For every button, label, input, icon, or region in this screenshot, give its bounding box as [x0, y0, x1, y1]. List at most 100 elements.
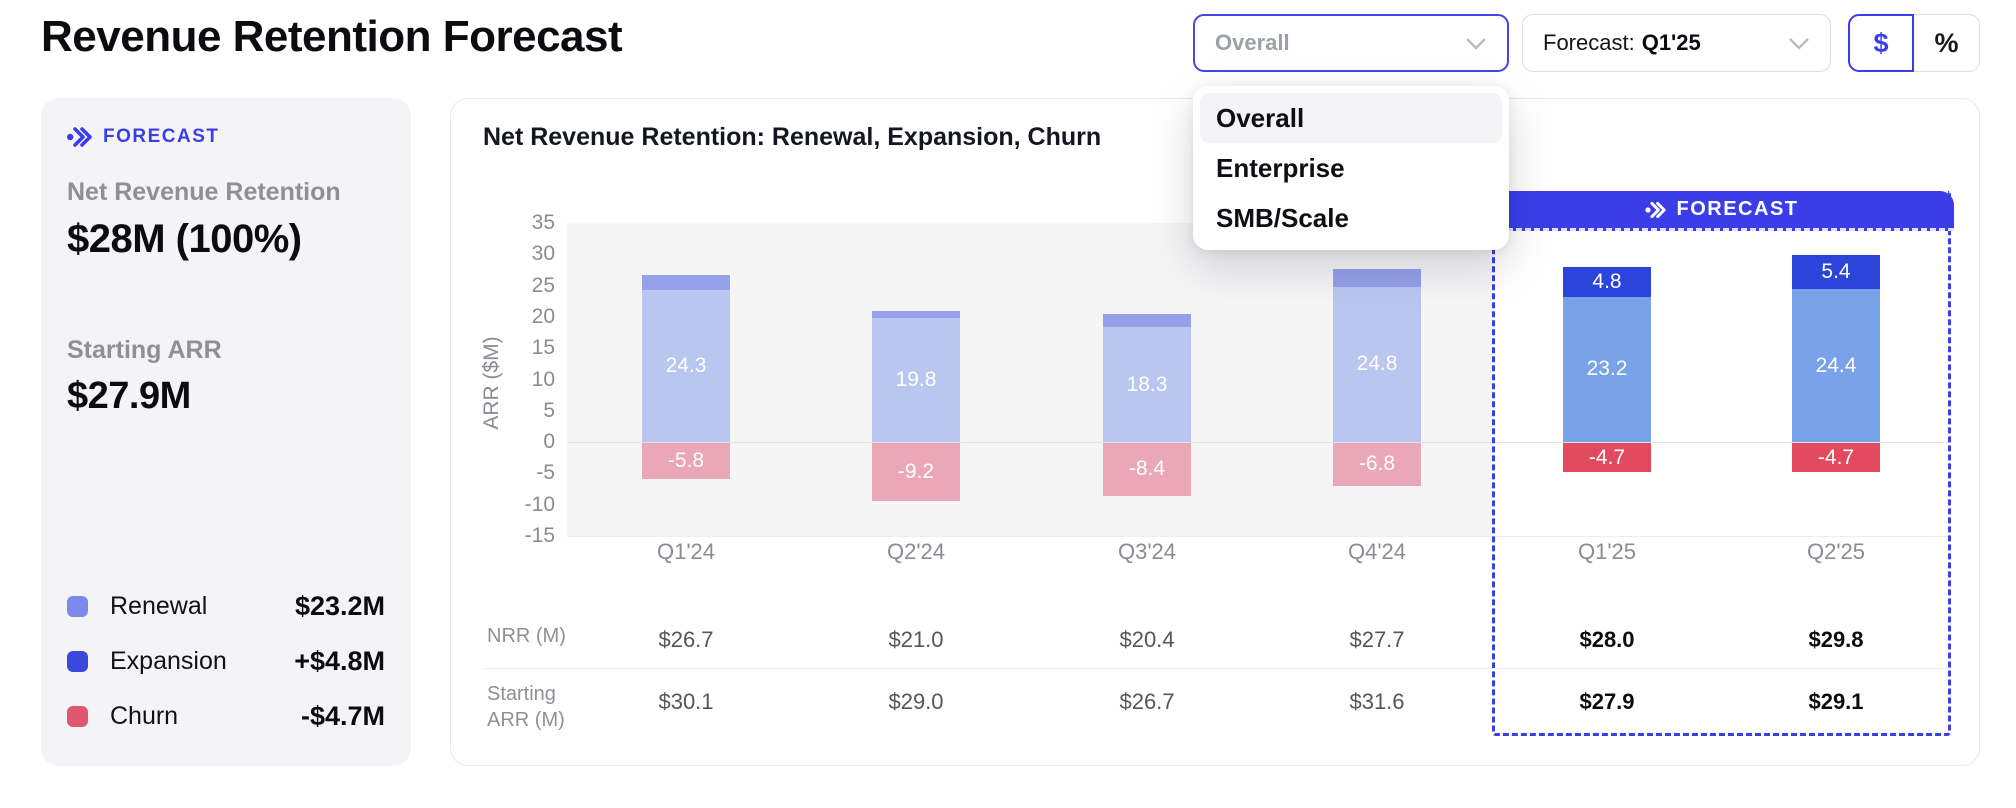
nrr-label: Net Revenue Retention	[67, 178, 341, 206]
table-cell: $29.1	[1808, 689, 1864, 714]
zero-gridline	[567, 442, 1951, 443]
renewal-swatch-icon	[67, 596, 88, 617]
x-tick-label: Q3'24	[1117, 539, 1177, 564]
bar-segment-expansion	[1103, 314, 1191, 328]
forecast-select[interactable]: Forecast: Q1'25	[1522, 14, 1831, 72]
table-cell: $29.0	[888, 689, 944, 714]
bar-segment-expansion	[1333, 268, 1421, 287]
y-tick-label: 10	[531, 367, 555, 391]
y-axis-title: ARR ($M)	[480, 336, 503, 430]
bar-label-churn: -9.2	[897, 459, 935, 483]
forecast-summary-card: FORECAST Net Revenue Retention $28M (100…	[41, 98, 411, 766]
forecast-arrows-icon	[1644, 201, 1666, 218]
forecast-badge-label: FORECAST	[103, 126, 220, 147]
legend-value: $23.2M	[294, 591, 385, 621]
table-row-label: Starting ARR (M)	[487, 683, 565, 731]
bar-segment-expansion	[1563, 266, 1651, 297]
menu-item-enterprise[interactable]: Enterprise	[1216, 152, 1345, 183]
table-row-divider	[483, 668, 1951, 669]
axis-bottom-line	[567, 536, 1951, 537]
menu-item-overall[interactable]: Overall	[1200, 93, 1502, 143]
bar-segment-renewal	[642, 289, 730, 442]
legend-item-churn: Churn -$4.7M	[67, 701, 385, 732]
x-tick-label: Q1'25	[1577, 539, 1637, 564]
chevron-down-icon	[1789, 37, 1809, 50]
table-cell: $27.9	[1579, 689, 1635, 714]
forecast-select-label: Forecast:	[1543, 30, 1635, 55]
chart-legend: Renewal $23.2M Expansion +$4.8M Churn -$4.7M	[67, 591, 385, 732]
bar-segment-churn	[872, 443, 960, 501]
segment-select-menu: Overall Enterprise SMB/Scale	[1193, 86, 1509, 250]
table-cell: $26.7	[658, 627, 714, 652]
y-tick-label: -10	[524, 492, 555, 516]
bar-label-renewal: 24.3	[665, 353, 707, 377]
expansion-swatch-icon	[67, 651, 88, 672]
chevron-down-icon	[1466, 37, 1486, 50]
bar-label-renewal: 23.2	[1586, 357, 1628, 381]
bar-segment-renewal	[872, 318, 960, 442]
y-tick-label: 35	[531, 211, 555, 234]
bar-segment-renewal	[1103, 327, 1191, 442]
table-cell: $30.1	[658, 689, 714, 714]
bar-label-renewal: 24.4	[1815, 353, 1857, 377]
y-tick-label: 0	[543, 430, 555, 454]
table-cell: $20.4	[1119, 627, 1175, 652]
table-cell: $26.7	[1119, 689, 1175, 714]
bar-segment-expansion	[872, 310, 960, 319]
menu-item-smb-scale[interactable]: SMB/Scale	[1216, 202, 1349, 233]
bar-segment-churn	[1103, 443, 1191, 496]
bar-segment-renewal	[1792, 289, 1880, 442]
table-row-label: NRR (M)	[487, 625, 566, 647]
legend-name: Expansion	[110, 647, 227, 675]
bar-label-renewal: 18.3	[1126, 372, 1168, 396]
bar-segment-churn	[1563, 443, 1651, 473]
bar-label-renewal: 19.8	[895, 368, 937, 392]
legend-value: -$4.7M	[300, 701, 385, 731]
legend-name: Renewal	[110, 592, 208, 620]
bar-segment-renewal	[1563, 296, 1651, 442]
x-tick-label: Q2'25	[1806, 539, 1866, 564]
bar-segment-expansion	[1792, 255, 1880, 290]
bar-label-churn: -8.4	[1128, 457, 1166, 481]
legend-item-renewal: Renewal $23.2M	[67, 591, 385, 622]
forecast-banner-label: FORECAST	[1676, 198, 1799, 220]
table-cell: $21.0	[888, 627, 944, 652]
starting-arr-label: Starting ARR	[67, 336, 222, 364]
table-cell: $29.8	[1808, 627, 1864, 652]
unit-toggle: $ %	[1848, 14, 1980, 72]
bar-label-renewal: 24.8	[1356, 352, 1398, 376]
y-tick-label: -5	[536, 461, 555, 485]
table-cell: $27.7	[1349, 627, 1405, 652]
y-tick-label: 30	[531, 242, 555, 266]
dollar-toggle-button[interactable]: $	[1848, 14, 1914, 72]
churn-swatch-icon	[67, 706, 88, 727]
bar-label-churn: -6.8	[1358, 452, 1396, 476]
y-tick-label: 25	[531, 273, 555, 297]
percent-toggle-button[interactable]: %	[1914, 14, 1980, 72]
y-tick-label: 15	[531, 336, 555, 360]
legend-name: Churn	[110, 702, 179, 730]
segment-select-value: Overall	[1215, 30, 1290, 55]
table-cell: $28.0	[1579, 627, 1635, 652]
x-tick-label: Q1'24	[656, 539, 716, 564]
y-tick-label: -15	[524, 524, 555, 547]
bar-label-churn: -5.8	[667, 449, 705, 473]
starting-arr-value: $27.9M	[67, 375, 191, 417]
bar-label-expansion: 4.8	[1592, 269, 1622, 293]
table-cell: $31.6	[1349, 689, 1405, 714]
forecast-select-value: Q1'25	[1641, 30, 1701, 55]
nrr-value: $28M (100%)	[67, 217, 302, 261]
bar-segment-churn	[642, 443, 730, 480]
bar-label-expansion: 5.4	[1821, 260, 1851, 284]
forecast-arrows-icon	[67, 127, 92, 147]
forecast-region	[1492, 191, 1951, 736]
segment-select[interactable]: Overall	[1193, 14, 1509, 72]
forecast-badge: FORECAST	[67, 126, 385, 148]
bar-segment-churn	[1333, 443, 1421, 486]
legend-value: +$4.8M	[294, 646, 385, 676]
bar-label-churn: -4.7	[1817, 445, 1855, 469]
y-tick-label: 20	[531, 304, 555, 328]
bar-segment-renewal	[1333, 286, 1421, 442]
page-title: Revenue Retention Forecast	[41, 12, 623, 61]
x-tick-label: Q2'24	[886, 539, 946, 564]
